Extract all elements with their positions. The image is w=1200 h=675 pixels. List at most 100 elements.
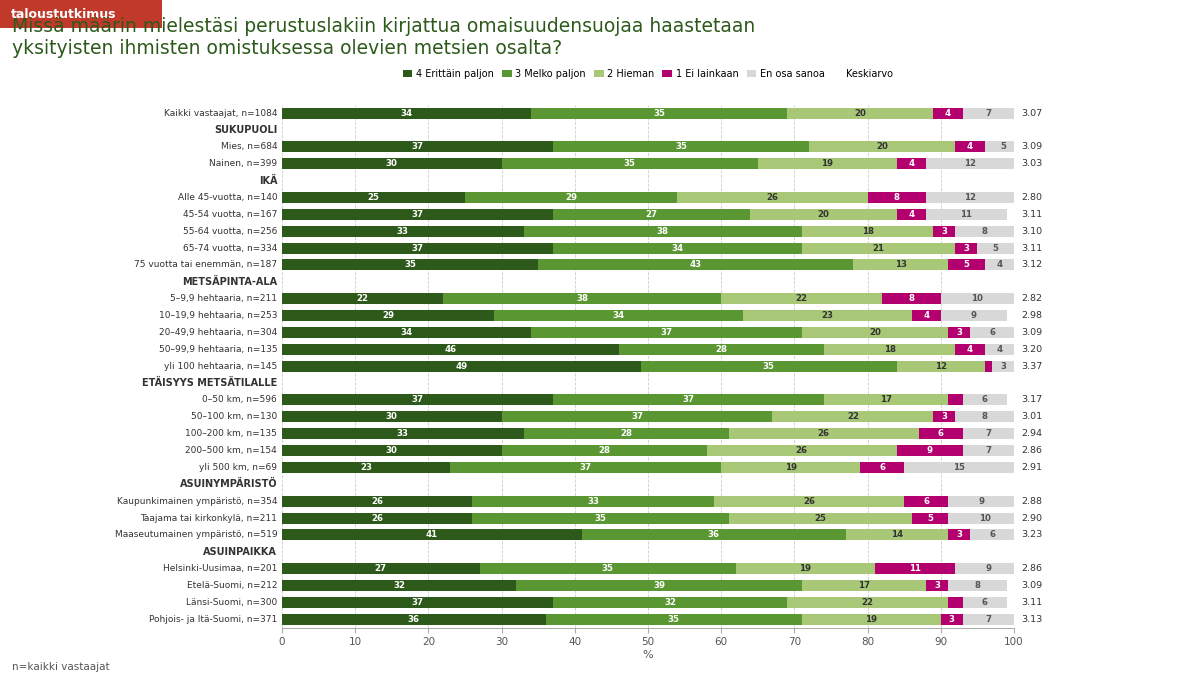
Text: 33: 33 — [397, 227, 409, 236]
Bar — [282, 141, 553, 153]
Text: ASUINYMPÄRISTÖ: ASUINYMPÄRISTÖ — [180, 479, 277, 489]
Bar — [802, 327, 948, 338]
Text: 38: 38 — [656, 227, 668, 236]
Bar — [282, 597, 553, 608]
Text: 4: 4 — [908, 210, 914, 219]
Text: 34: 34 — [401, 328, 413, 337]
Text: ASUINPAIKKA: ASUINPAIKKA — [203, 547, 277, 557]
Text: 8: 8 — [982, 227, 988, 236]
Text: 18: 18 — [862, 227, 874, 236]
Bar — [523, 225, 802, 237]
Text: 22: 22 — [356, 294, 368, 303]
Text: 20: 20 — [869, 328, 881, 337]
Bar — [553, 141, 809, 153]
Bar — [948, 259, 985, 271]
Text: 26: 26 — [796, 446, 808, 455]
Text: 32: 32 — [664, 598, 676, 607]
Bar — [282, 411, 502, 423]
Text: taloustutkimus: taloustutkimus — [11, 7, 116, 21]
Text: 26: 26 — [371, 497, 383, 506]
Text: 11: 11 — [910, 564, 922, 573]
Bar — [473, 512, 728, 524]
Bar — [948, 394, 962, 406]
Text: 7: 7 — [985, 429, 991, 438]
Text: Mies, n=684: Mies, n=684 — [221, 142, 277, 151]
Bar — [714, 495, 905, 507]
Text: 10: 10 — [972, 294, 983, 303]
Bar — [853, 259, 948, 271]
Bar — [802, 242, 955, 254]
Bar — [948, 597, 962, 608]
Text: 6: 6 — [880, 463, 886, 472]
Text: 33: 33 — [587, 497, 599, 506]
Text: 3: 3 — [964, 244, 970, 252]
Text: 22: 22 — [847, 412, 859, 421]
Text: 35: 35 — [404, 261, 416, 269]
Text: 34: 34 — [613, 311, 625, 320]
Text: 37: 37 — [412, 396, 424, 404]
Text: 6: 6 — [989, 531, 995, 539]
Text: 55-64 vuotta, n=256: 55-64 vuotta, n=256 — [182, 227, 277, 236]
Text: 2.86: 2.86 — [1021, 564, 1042, 573]
Bar — [721, 462, 860, 473]
Bar — [282, 614, 546, 625]
X-axis label: %: % — [643, 650, 653, 660]
Bar — [282, 428, 523, 439]
Text: 5: 5 — [926, 514, 932, 522]
Text: 30: 30 — [386, 446, 397, 455]
Text: 28: 28 — [598, 446, 610, 455]
Text: 38: 38 — [576, 294, 588, 303]
Text: 27: 27 — [646, 210, 658, 219]
Bar — [282, 242, 553, 254]
Text: 3.17: 3.17 — [1021, 396, 1043, 404]
Text: 7: 7 — [985, 109, 991, 117]
Text: 22: 22 — [862, 598, 874, 607]
Text: Maaseutumainen ympäristö, n=519: Maaseutumainen ympäristö, n=519 — [114, 531, 277, 539]
Bar — [641, 360, 896, 372]
Text: 37: 37 — [412, 210, 424, 219]
Bar — [282, 293, 443, 304]
Text: 35: 35 — [624, 159, 636, 168]
Bar — [802, 580, 926, 591]
Text: 19: 19 — [865, 615, 877, 624]
Bar — [846, 529, 948, 541]
Text: 9: 9 — [926, 446, 932, 455]
Text: 19: 19 — [785, 463, 797, 472]
Text: METSÄPINTA-ALA: METSÄPINTA-ALA — [182, 277, 277, 287]
Bar — [882, 293, 941, 304]
Text: 37: 37 — [660, 328, 672, 337]
Bar — [896, 158, 926, 169]
Text: Kaupunkimainen ympäristö, n=354: Kaupunkimainen ympäristö, n=354 — [116, 497, 277, 506]
Text: 2.98: 2.98 — [1021, 311, 1042, 320]
Text: 30: 30 — [386, 412, 397, 421]
Bar — [948, 495, 1014, 507]
Text: 200–500 km, n=154: 200–500 km, n=154 — [186, 446, 277, 455]
Text: 35: 35 — [594, 514, 606, 522]
Text: 5: 5 — [964, 261, 970, 269]
Text: 29: 29 — [565, 193, 577, 202]
Bar — [466, 192, 677, 203]
Text: 75 vuotta tai enemmän, n=187: 75 vuotta tai enemmän, n=187 — [134, 261, 277, 269]
Bar — [934, 225, 955, 237]
Bar — [970, 327, 1014, 338]
Text: 35: 35 — [676, 142, 686, 151]
Bar — [896, 360, 985, 372]
Bar — [282, 462, 450, 473]
Bar — [282, 344, 619, 355]
Bar — [809, 141, 955, 153]
Text: Taajama tai kirkonkylä, n=211: Taajama tai kirkonkylä, n=211 — [140, 514, 277, 522]
Text: 50–100 km, n=130: 50–100 km, n=130 — [191, 412, 277, 421]
Text: 3.23: 3.23 — [1021, 531, 1043, 539]
Text: 5: 5 — [1000, 142, 1006, 151]
Bar — [802, 614, 941, 625]
Legend: 4 Erittäin paljon, 3 Melko paljon, 2 Hieman, 1 Ei lainkaan, En osa sanoa, Keskia: 4 Erittäin paljon, 3 Melko paljon, 2 Hie… — [398, 65, 898, 83]
Text: 2.80: 2.80 — [1021, 193, 1042, 202]
Bar — [721, 293, 882, 304]
Text: 35: 35 — [667, 615, 679, 624]
Text: 3.09: 3.09 — [1021, 328, 1043, 337]
Text: 3.07: 3.07 — [1021, 109, 1043, 117]
Text: 19: 19 — [799, 564, 811, 573]
Bar — [926, 158, 1014, 169]
Bar — [985, 344, 1014, 355]
Text: 100–200 km, n=135: 100–200 km, n=135 — [185, 429, 277, 438]
